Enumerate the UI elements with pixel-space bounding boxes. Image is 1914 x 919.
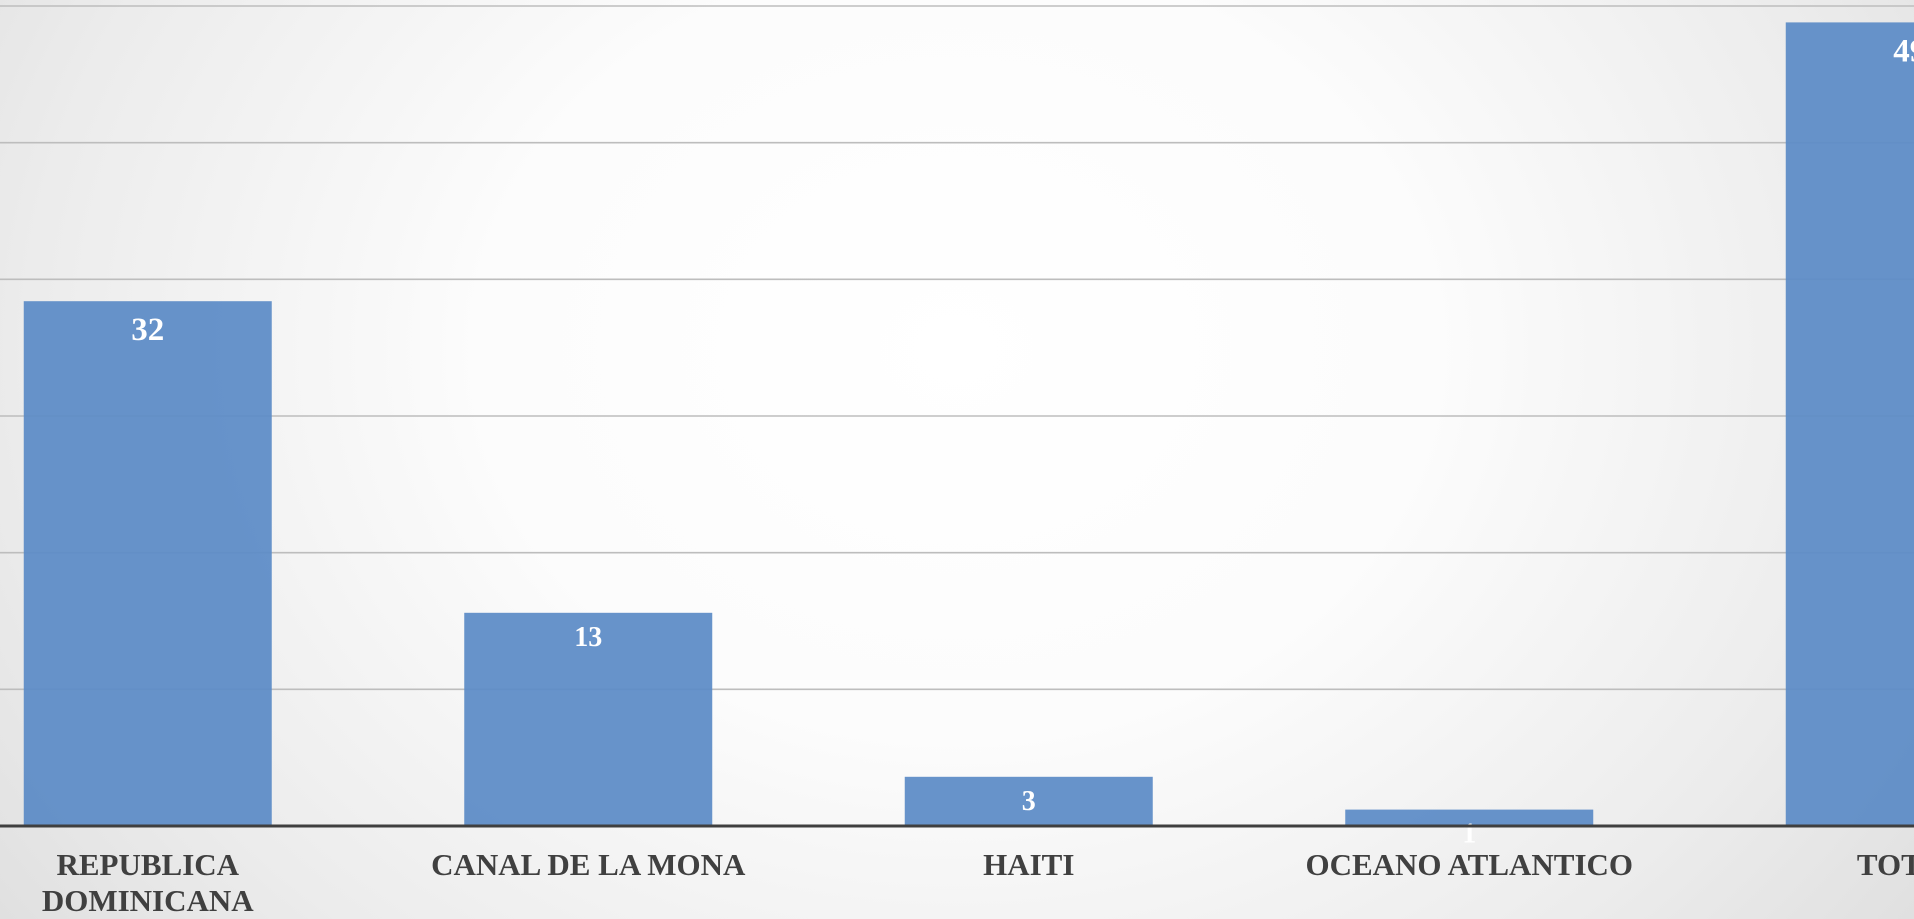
data-label-5: 49 [1893, 33, 1914, 69]
category-label-2: CANAL DE LA MONA [431, 847, 746, 882]
data-labels: 32133149 [131, 33, 1914, 849]
category-label-5: TOTAL [1857, 847, 1914, 882]
bar-3 [904, 776, 1153, 826]
category-label-1-line-1: REPUBLICA [56, 847, 239, 882]
bar-2 [464, 612, 713, 826]
category-label-1-line-2: DOMINICANA [42, 883, 254, 918]
data-label-4: 1 [1462, 819, 1476, 850]
category-label-4: OCEANO ATLANTICO [1305, 847, 1633, 882]
bar-4 [1345, 809, 1594, 826]
bar-5 [1785, 22, 1914, 826]
data-label-3: 3 [1022, 786, 1036, 817]
bar-1 [23, 301, 272, 826]
data-label-1: 32 [131, 312, 164, 348]
data-label-2: 13 [574, 622, 602, 653]
bars [23, 22, 1914, 826]
category-label-3: HAITI [983, 847, 1074, 882]
gridlines [0, 5, 1914, 691]
